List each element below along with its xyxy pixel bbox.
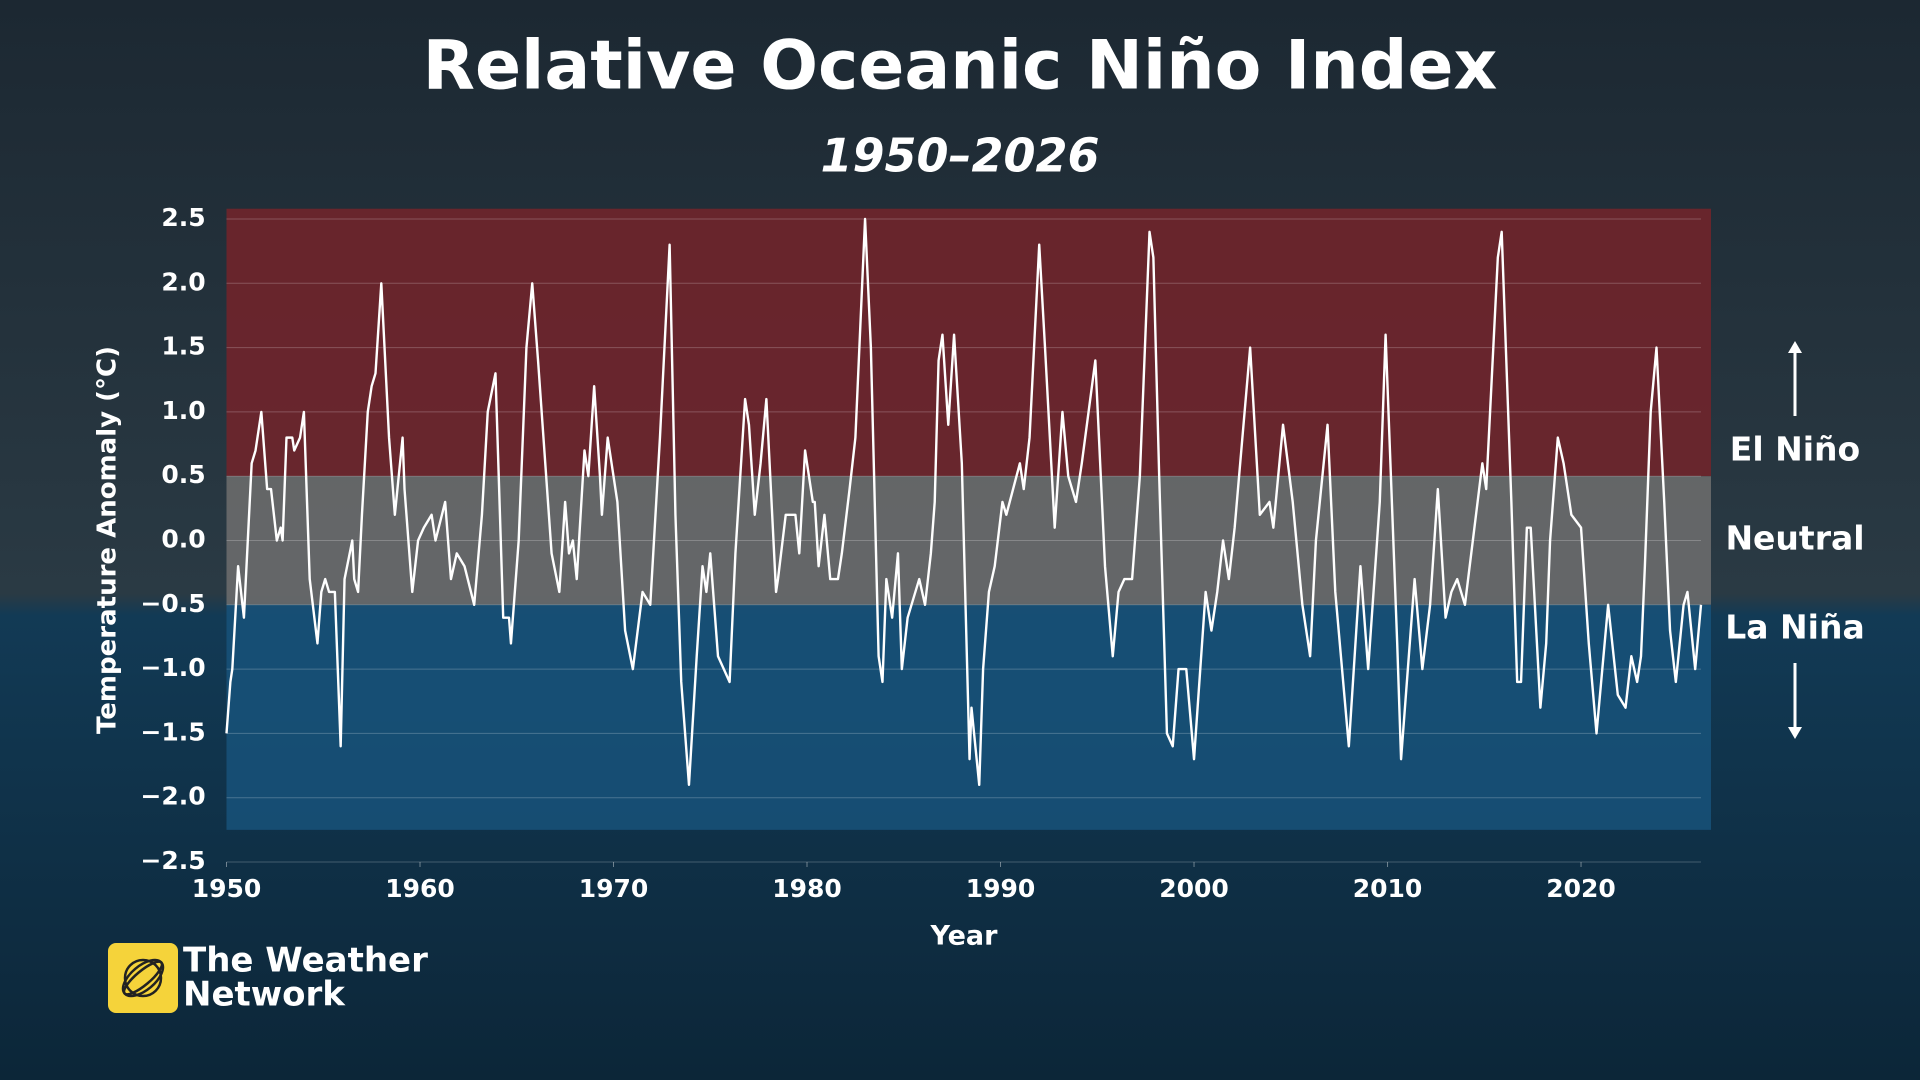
chart-subtitle: 1950–2026 (820, 129, 1099, 183)
chart-title: Relative Oceanic Niño Index (423, 27, 1498, 106)
marks (225, 217, 1703, 787)
y-axis-title: Temperature Anomaly (°C) (93, 346, 123, 734)
y-tick-label: 2.0 (161, 267, 205, 296)
x-axis-title: Year (930, 921, 999, 952)
bands (226, 208, 1711, 830)
y-tick-label: 2.5 (161, 203, 205, 232)
band-label: El Niño (1730, 430, 1860, 469)
brand-line: Network (183, 975, 346, 1015)
y-tick-label: −1.5 (140, 717, 205, 746)
band (226, 476, 1711, 605)
arrow-up (1788, 341, 1802, 416)
y-tick-label: 1.0 (161, 396, 205, 425)
y-tick-label: −0.5 (140, 589, 205, 618)
band (226, 208, 1711, 477)
x-tick-label: 1980 (772, 874, 842, 903)
y-tick-label: −2.0 (140, 782, 205, 811)
x-tick-label: 2020 (1546, 874, 1616, 903)
grid: −2.5 −2.0 −1.5 −1.0 −0.5 0.0 0.5 1.0 1.5 2.0 2.5 19… (140, 203, 1701, 903)
arrow-down (1788, 663, 1802, 739)
x-tick-label: 1990 (966, 874, 1036, 903)
x-tick-label: 1970 (579, 874, 649, 903)
band-label: Neutral (1725, 519, 1864, 558)
band-label: La Niña (1725, 608, 1864, 647)
y-tick-label: −2.5 (140, 846, 205, 875)
brand-line: The Weather (183, 941, 428, 981)
series-line (225, 217, 1703, 787)
x-tick-label: 2010 (1353, 874, 1423, 903)
y-tick-label: 0.0 (161, 525, 205, 554)
y-tick-label: 0.5 (161, 460, 205, 489)
x-tick-label: 1950 (192, 874, 262, 903)
y-tick-label: −1.0 (140, 653, 205, 682)
x-tick-label: 2000 (1159, 874, 1229, 903)
y-tick-label: 1.5 (161, 332, 205, 361)
logo: The Weather Network (108, 941, 428, 1015)
x-tick-label: 1960 (385, 874, 455, 903)
